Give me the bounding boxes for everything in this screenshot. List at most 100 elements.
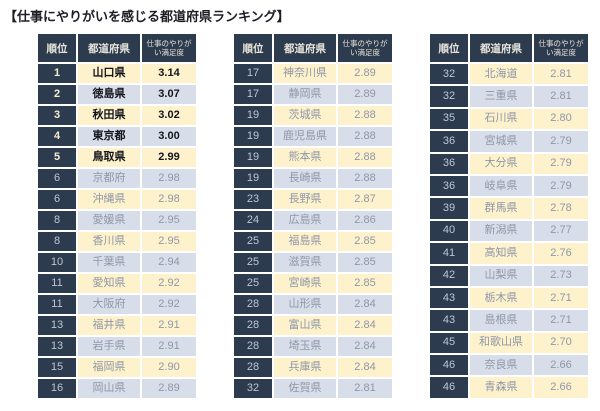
rank-cell: 28 [232, 293, 274, 316]
table-row: 25 滋賀県 2.85 [232, 251, 394, 274]
prefecture-cell: 高知県 [468, 241, 534, 266]
rank-cell: 17 [232, 83, 274, 106]
prefecture-cell: 京都府 [76, 167, 142, 190]
score-cell: 2.84 [336, 293, 394, 316]
prefecture-cell: 熊本県 [272, 146, 338, 169]
prefecture-cell: 沖縄県 [76, 188, 142, 211]
ranking-table-1: 順位 都道府県 仕事のやりが い満足度 1 山口県 3.14 2 徳島県 3.0… [36, 32, 198, 400]
score-cell: 2.99 [140, 146, 198, 169]
prefecture-cell: 徳島県 [76, 83, 142, 106]
table-row: 32 三重県 2.81 [428, 84, 590, 109]
rank-cell: 11 [36, 293, 78, 316]
prefecture-cell: 茨城県 [272, 104, 338, 127]
rank-cell: 28 [232, 335, 274, 358]
table-row: 8 香川県 2.95 [36, 230, 198, 253]
prefecture-cell: 愛知県 [76, 272, 142, 295]
table-row: 1 山口県 3.14 [36, 62, 198, 85]
page-title: 【仕事にやりがいを感じる都道府県ランキング】 [4, 9, 290, 24]
prefecture-cell: 兵庫県 [272, 356, 338, 379]
rank-cell: 39 [428, 196, 470, 221]
table-header: 順位 都道府県 仕事のやりが い満足度 [36, 32, 198, 64]
table-row: 5 鳥取県 2.99 [36, 146, 198, 169]
table-row: 17 静岡県 2.89 [232, 83, 394, 106]
table-row: 36 宮城県 2.79 [428, 129, 590, 154]
score-cell: 2.94 [140, 251, 198, 274]
table-row: 10 千葉県 2.94 [36, 251, 198, 274]
rank-cell: 32 [428, 84, 470, 109]
prefecture-cell: 佐賀県 [272, 377, 338, 400]
score-cell: 2.95 [140, 230, 198, 253]
rank-cell: 10 [36, 251, 78, 274]
table-row: 11 大阪府 2.92 [36, 293, 198, 316]
table-row: 42 山梨県 2.73 [428, 263, 590, 288]
score-cell: 2.73 [532, 263, 590, 288]
score-cell: 2.80 [532, 106, 590, 132]
score-cell: 2.84 [336, 335, 394, 358]
table-row: 15 福岡県 2.90 [36, 356, 198, 379]
rank-cell: 43 [428, 308, 470, 333]
table-row: 32 佐賀県 2.81 [232, 377, 394, 400]
prefecture-cell: 青森県 [468, 375, 534, 400]
prefecture-cell: 山形県 [272, 293, 338, 316]
prefecture-cell: 山梨県 [468, 263, 534, 288]
prefecture-cell: 鳥取県 [76, 146, 142, 169]
rank-cell: 24 [232, 209, 274, 232]
prefecture-cell: 三重県 [468, 84, 534, 109]
table-row: 4 東京都 3.00 [36, 125, 198, 148]
table-row: 19 鹿児島県 2.88 [232, 125, 394, 148]
table-row: 16 岡山県 2.89 [36, 377, 198, 400]
table-row: 2 徳島県 3.07 [36, 83, 198, 106]
ranking-tables-container: 順位 都道府県 仕事のやりが い満足度 1 山口県 3.14 2 徳島県 3.0… [36, 32, 600, 400]
score-cell: 2.66 [532, 353, 590, 378]
table-row: 43 栃木県 2.71 [428, 285, 590, 311]
rank-cell: 35 [428, 106, 470, 132]
score-cell: 2.98 [140, 188, 198, 211]
prefecture-cell: 福岡県 [76, 356, 142, 379]
score-cell: 2.89 [336, 83, 394, 106]
score-cell: 2.92 [140, 272, 198, 295]
rank-cell: 2 [36, 83, 78, 106]
rank-cell: 23 [232, 188, 274, 211]
rank-cell: 4 [36, 125, 78, 148]
rank-cell: 40 [428, 218, 470, 244]
score-cell: 2.89 [140, 377, 198, 400]
score-column-header: 仕事のやりが い満足度 [336, 32, 394, 64]
prefecture-cell: 宮城県 [468, 129, 534, 154]
rank-cell: 28 [232, 356, 274, 379]
table-header: 順位 都道府県 仕事のやりが い満足度 [428, 32, 590, 64]
rank-cell: 11 [36, 272, 78, 295]
table-row: 3 秋田県 3.02 [36, 104, 198, 127]
rank-cell: 13 [36, 335, 78, 358]
rank-cell: 36 [428, 151, 470, 176]
prefecture-cell: 滋賀県 [272, 251, 338, 274]
rank-cell: 32 [232, 377, 274, 400]
score-cell: 2.86 [336, 209, 394, 232]
score-cell: 2.79 [532, 129, 590, 154]
score-cell: 2.81 [336, 377, 394, 400]
prefecture-column-header: 都道府県 [76, 32, 142, 64]
score-cell: 2.79 [532, 151, 590, 176]
score-cell: 2.84 [336, 356, 394, 379]
score-cell: 2.70 [532, 330, 590, 356]
score-column-header: 仕事のやりが い満足度 [140, 32, 198, 64]
score-cell: 2.81 [532, 61, 590, 87]
rank-cell: 25 [232, 251, 274, 274]
rank-cell: 8 [36, 230, 78, 253]
table-row: 17 神奈川県 2.89 [232, 62, 394, 85]
prefecture-cell: 広島県 [272, 209, 338, 232]
table-row: 36 大分県 2.79 [428, 151, 590, 176]
table-row: 19 熊本県 2.88 [232, 146, 394, 169]
rank-cell: 28 [232, 314, 274, 337]
rank-cell: 25 [232, 272, 274, 295]
rank-cell: 19 [232, 104, 274, 127]
rank-column-header: 順位 [428, 32, 470, 64]
table-row: 13 福井県 2.91 [36, 314, 198, 337]
score-cell: 3.07 [140, 83, 198, 106]
table-header: 順位 都道府県 仕事のやりが い満足度 [232, 32, 394, 64]
score-cell: 2.91 [140, 335, 198, 358]
rank-cell: 45 [428, 330, 470, 356]
score-cell: 2.66 [532, 375, 590, 400]
prefecture-cell: 香川県 [76, 230, 142, 253]
rank-cell: 16 [36, 377, 78, 400]
prefecture-cell: 富山県 [272, 314, 338, 337]
